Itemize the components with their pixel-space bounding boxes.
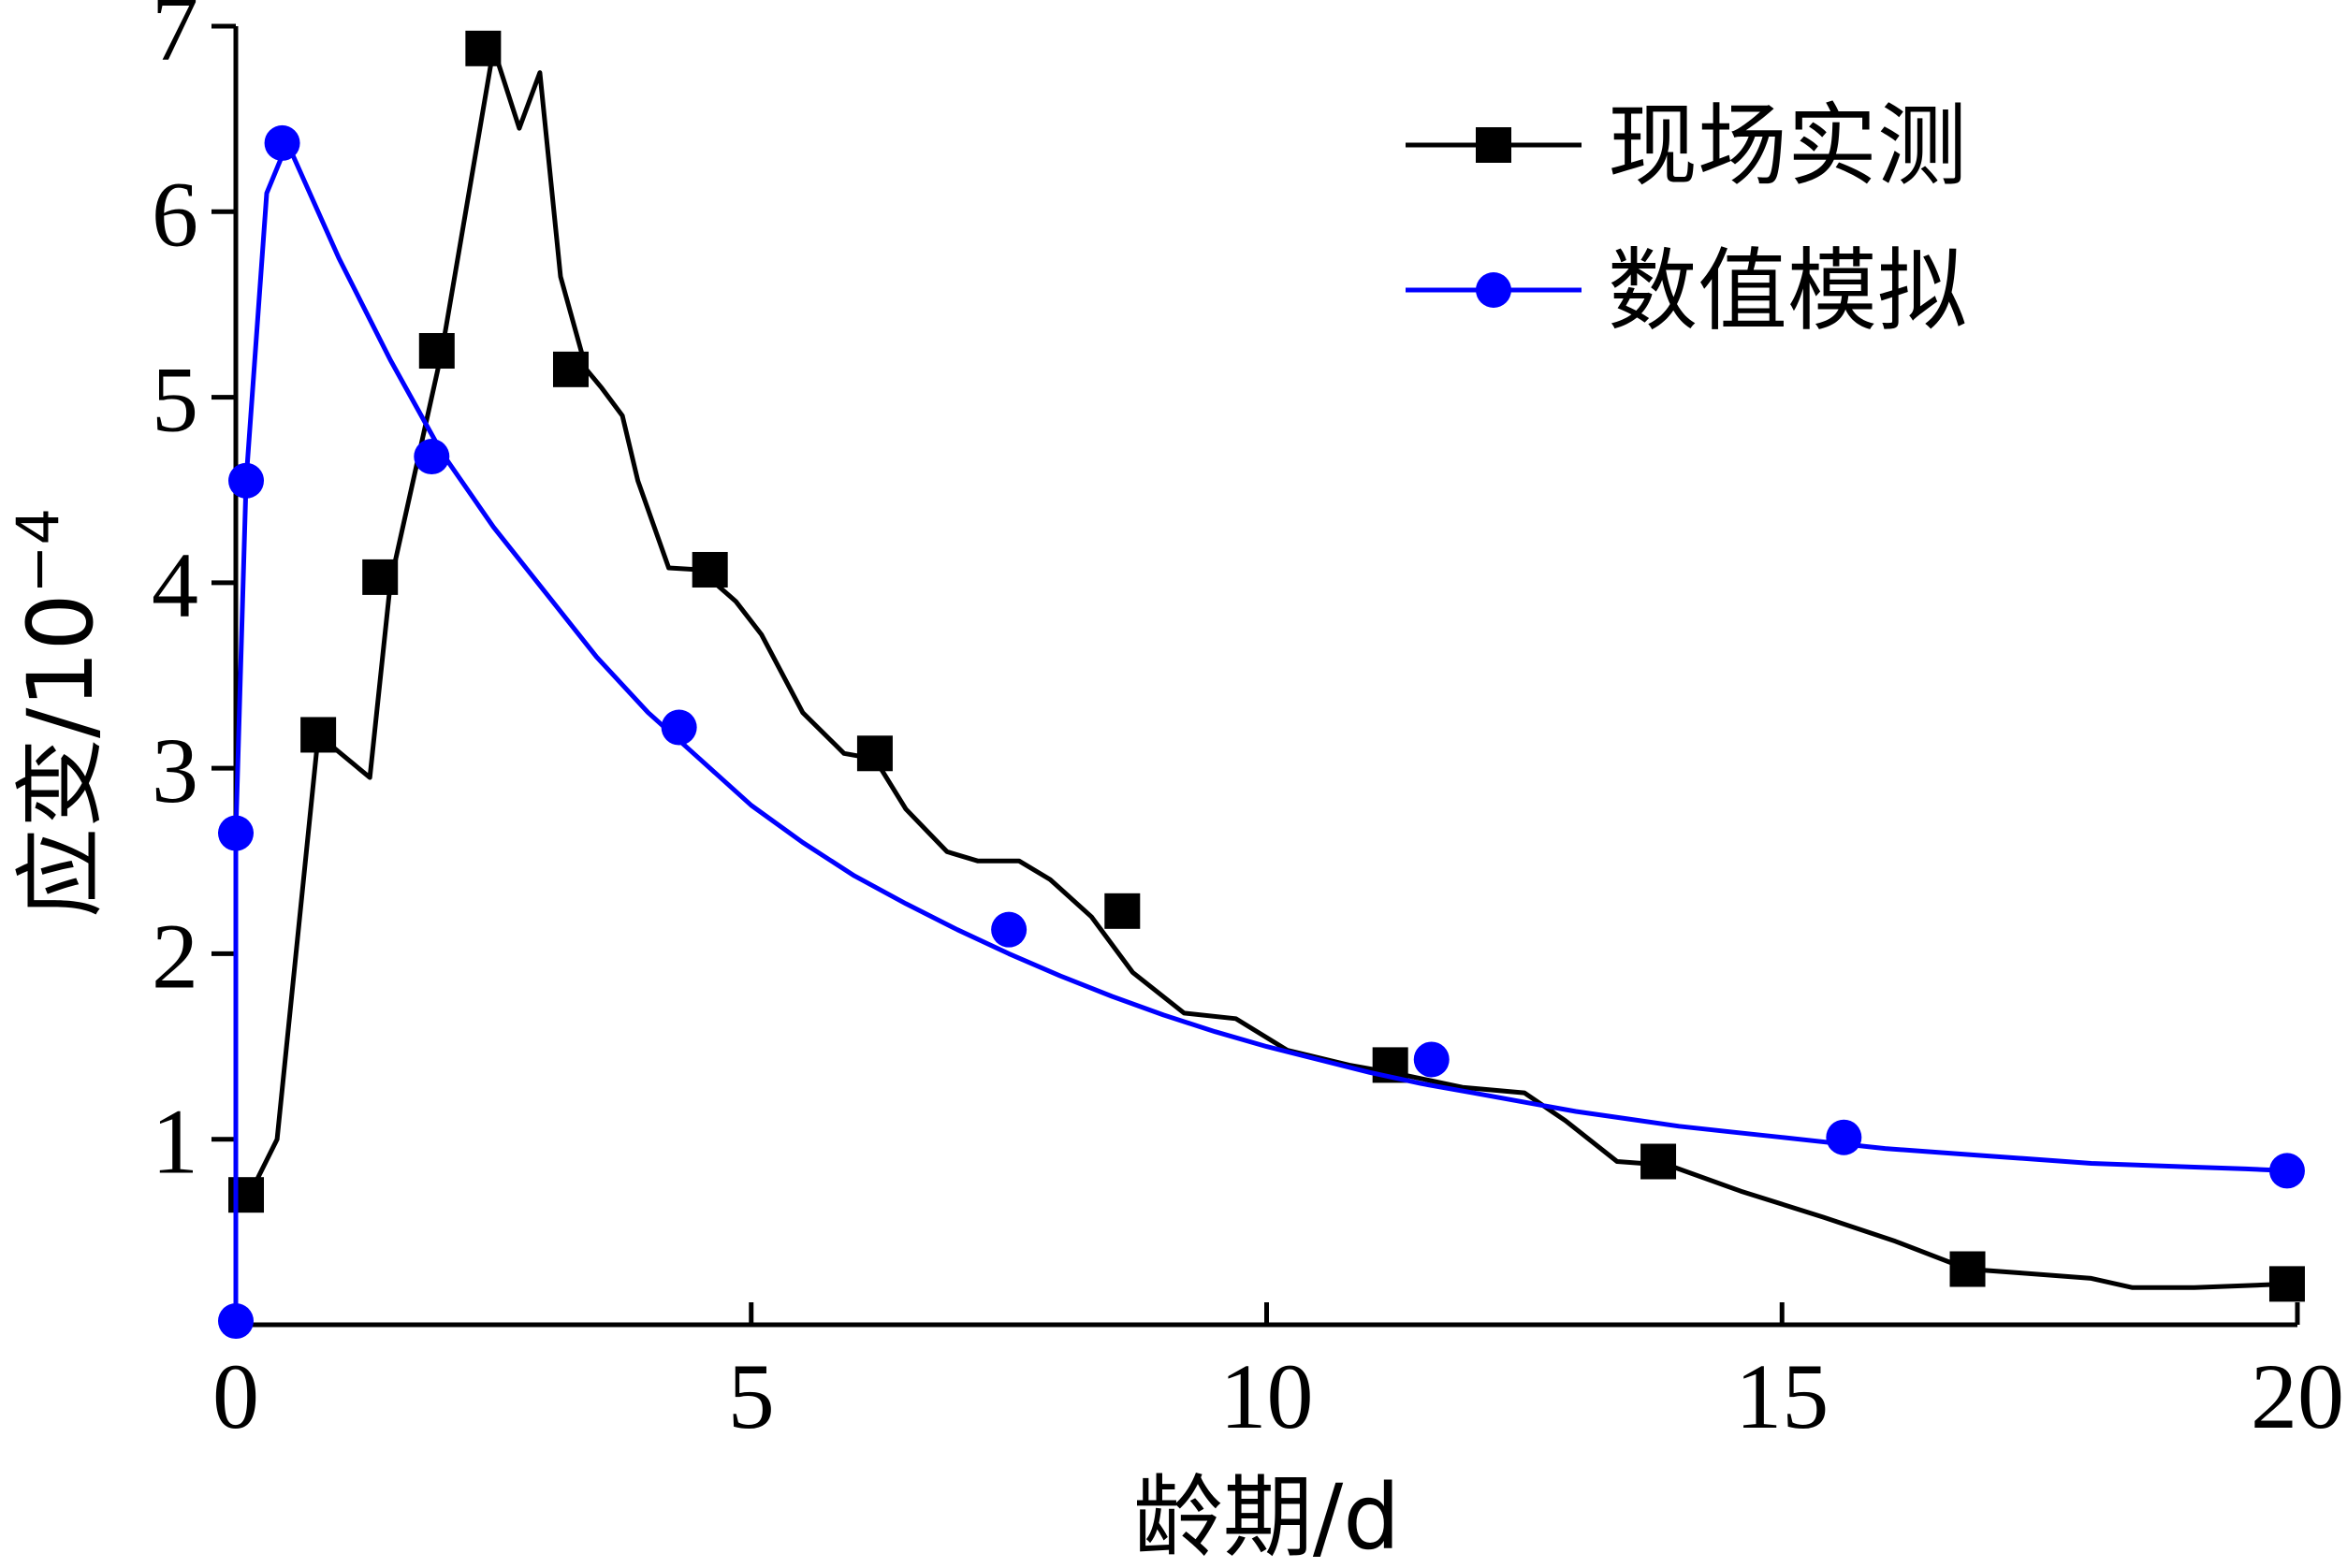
legend-label: 现场实测 <box>1608 94 1967 198</box>
data-point-square <box>418 333 455 369</box>
series-line <box>244 46 2288 1290</box>
data-point-circle <box>218 1303 254 1340</box>
y-axis-title-main: 应变/10 <box>8 593 113 918</box>
data-point-square <box>692 551 728 588</box>
chart-series-layer <box>218 30 2305 1340</box>
data-point-circle <box>264 124 300 161</box>
y-tick-label: 3 <box>152 719 198 822</box>
series-line <box>233 140 2288 1321</box>
chart-axes: 0 5 10 15 20 1 2 3 4 5 6 7 <box>152 0 2344 1448</box>
y-tick-label: 4 <box>152 533 198 637</box>
data-point-square <box>465 30 502 66</box>
data-point-square <box>2268 1266 2305 1302</box>
x-tick-label: 20 <box>2251 1344 2344 1448</box>
x-tick-label: 10 <box>1220 1344 1314 1448</box>
x-tick-label: 15 <box>1735 1344 1829 1448</box>
data-point-square <box>1640 1143 1677 1180</box>
data-point-circle <box>228 462 265 499</box>
data-point-circle <box>1826 1119 1862 1155</box>
data-point-circle <box>991 911 1028 948</box>
data-point-circle <box>2268 1153 2305 1189</box>
x-tick-label: 5 <box>728 1344 775 1448</box>
y-tick-label: 5 <box>152 348 198 452</box>
series-2 <box>218 124 2305 1340</box>
legend-item-2: 数值模拟 <box>1406 239 1967 343</box>
x-tick-label: 0 <box>212 1344 259 1448</box>
data-point-square <box>1949 1251 1986 1287</box>
y-axis-title-exponent: −4 <box>4 508 72 593</box>
data-point-square <box>300 717 337 753</box>
y-tick-label: 2 <box>152 904 198 1008</box>
series-1 <box>228 30 2305 1302</box>
data-point-circle <box>218 815 254 851</box>
y-tick-label: 6 <box>152 162 198 266</box>
legend-label: 数值模拟 <box>1608 239 1967 343</box>
data-point-circle <box>1413 1041 1450 1078</box>
y-tick-label: 7 <box>152 0 198 80</box>
data-point-square <box>856 735 893 772</box>
y-axis-title-text: 应变/10−4 <box>4 508 114 918</box>
legend-marker-circle <box>1476 272 1511 308</box>
legend-item-1: 现场实测 <box>1406 94 1967 198</box>
data-point-square <box>362 559 399 595</box>
data-point-square <box>1104 893 1141 929</box>
legend-marker-square <box>1476 127 1511 163</box>
data-point-circle <box>661 709 697 746</box>
y-axis-title: 应变/10−4 <box>4 508 114 918</box>
data-point-circle <box>414 439 450 475</box>
data-point-square <box>552 351 589 387</box>
x-axis-title: 龄期/d <box>1133 1465 1400 1568</box>
y-tick-label: 1 <box>152 1090 198 1194</box>
